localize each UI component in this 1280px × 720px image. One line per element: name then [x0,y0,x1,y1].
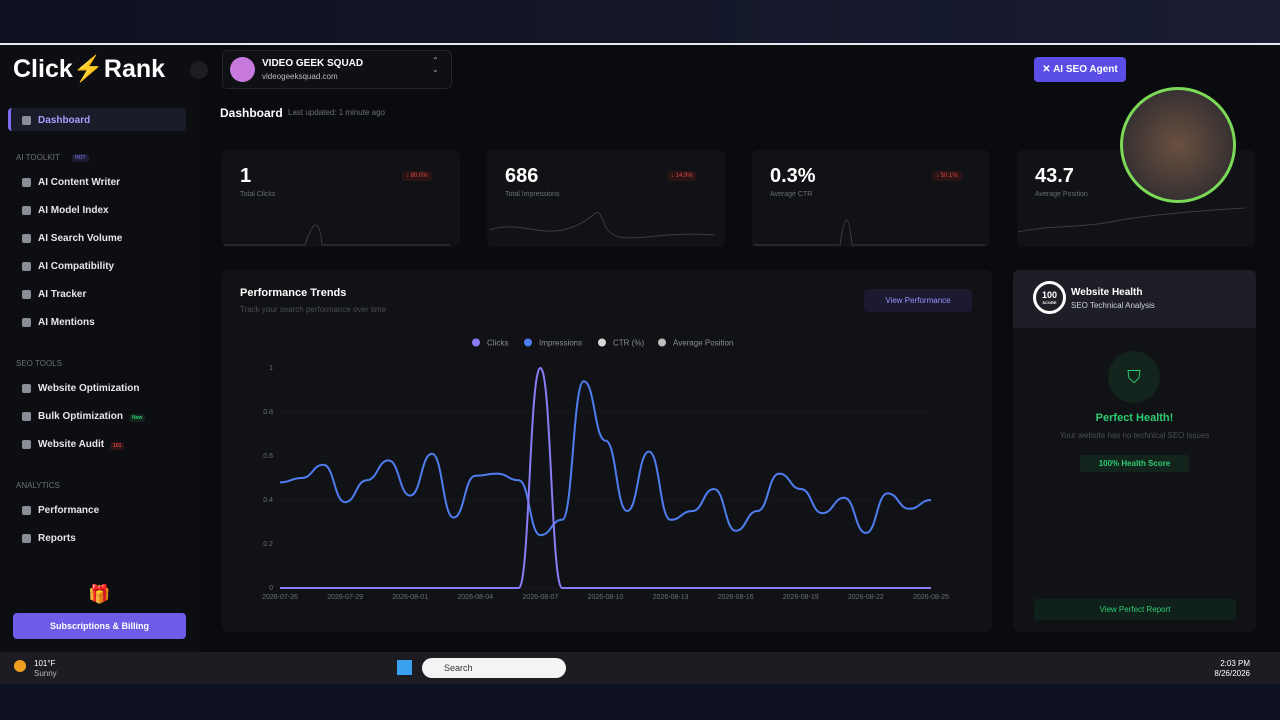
performance-card [222,270,992,632]
account-selector[interactable] [222,50,452,89]
view-report-button[interactable]: View Perfect Report [1034,599,1236,620]
nav-item[interactable]: AI Tracker [22,289,86,300]
agent-label: AI SEO Agent [1053,64,1118,75]
avatar [230,57,255,82]
start-button[interactable] [397,660,412,675]
top-band [0,0,1280,43]
brand-2: Rank [103,55,166,83]
taskbar [0,652,1280,684]
section-title: SEO TOOLS [16,359,62,368]
kpi-value: 686 [505,165,539,187]
brand-1: Click [13,55,73,83]
nav-item[interactable]: AI Compatibility [22,261,114,272]
health-subtitle: SEO Technical Analysis [1071,301,1155,310]
nav-item[interactable]: Bulk Optimization New [22,411,146,422]
nav-item[interactable]: Website Optimization [22,383,140,394]
account-name: VIDEO GEEK SQUAD [262,58,364,69]
nav-label: AI Compatibility [38,261,115,272]
billing-button[interactable]: Subscriptions & Billing [13,613,186,639]
nav-item[interactable]: Performance [22,505,99,516]
nav-label: AI Model Index [38,205,109,216]
temperature: 101°F [34,659,56,668]
health-card [1013,270,1256,632]
bottom-band [0,684,1280,720]
score-ring: 100 SCORE [1033,281,1066,314]
shield-icon: ⛉ [1108,351,1160,403]
health-message: Your website has no technical SEO issues [1059,431,1210,440]
kpi-value: 43.7 [1035,165,1074,187]
kpi-label: Average Position [1035,191,1088,198]
taskbar-search[interactable]: Search [422,658,566,678]
nav-label: Website Audit [38,439,105,450]
collapse-button[interactable] [190,61,208,79]
kpi-change: 50.1% [932,171,962,181]
nav-label: AI Tracker [38,289,87,300]
kpi-change: 14.9% [667,171,697,181]
account-domain: videogeeksquad.com [262,72,338,81]
nav-label: AI Search Volume [38,233,123,244]
nav-active[interactable] [8,108,186,131]
nav-item[interactable]: AI Search Volume [22,233,122,244]
nav-item[interactable]: AI Model Index [22,205,109,216]
webcam-overlay [1120,87,1236,203]
kpi-label: Average CTR [770,191,813,198]
top-edge [0,43,1280,45]
section-title: ANALYTICS [16,481,60,490]
clock-time: 2:03 PM [1220,659,1250,668]
health-badge: 100% Health Score [1080,455,1189,472]
score: 100 [1041,290,1058,300]
chevron: ⌃ ⌄ [432,56,439,74]
nav-label: AI Mentions [38,317,95,328]
section-title: AI TOOLKIT [16,153,60,162]
nav-item[interactable]: Reports [22,533,76,544]
kpi-value: 0.3% [770,165,816,187]
nav-item[interactable]: Website Audit 101 [22,439,125,450]
kpi-card [222,150,460,247]
performance-title: Performance Trends [240,287,347,299]
kpi-value: 1 [240,165,252,187]
nav-label: Reports [38,533,76,544]
weather: Sunny [34,669,57,678]
kpi-change: 80.0% [402,171,432,181]
nav-item[interactable]: AI Mentions [22,317,95,328]
nav-label: Bulk Optimization [38,411,123,422]
nav-badge: New [129,414,146,422]
nav-item[interactable]: AI Content Writer [22,177,120,188]
nav-item[interactable]: Dashboard [22,115,90,126]
kpi-label: Total Impressions [505,191,560,198]
sidebar [0,45,200,652]
health-status: Perfect Health! [1095,412,1174,424]
view-performance-button[interactable]: View Performance [864,289,972,312]
nav-label: AI Content Writer [38,177,121,188]
logo: Click⚡Rank [13,55,166,83]
gift-icon: 🎁 [88,584,111,604]
agent-button[interactable]: ✕ AI SEO Agent [1034,57,1126,82]
last-updated: Last updated: 1 minute ago [288,108,385,117]
score-label: SCORE [1042,300,1057,305]
nav-badge: 101 [110,442,125,450]
performance-subtitle: Track your search performance over time [240,305,386,314]
page-title: Dashboard [220,106,283,120]
nav-label: Performance [38,505,100,516]
hot-badge: HOT [72,154,89,162]
nav-label: Website Optimization [38,383,140,394]
clock-date: 8/26/2026 [1214,669,1250,678]
health-title: Website Health [1071,287,1143,298]
sun-icon [14,660,26,672]
kpi-label: Total Clicks [240,191,276,198]
